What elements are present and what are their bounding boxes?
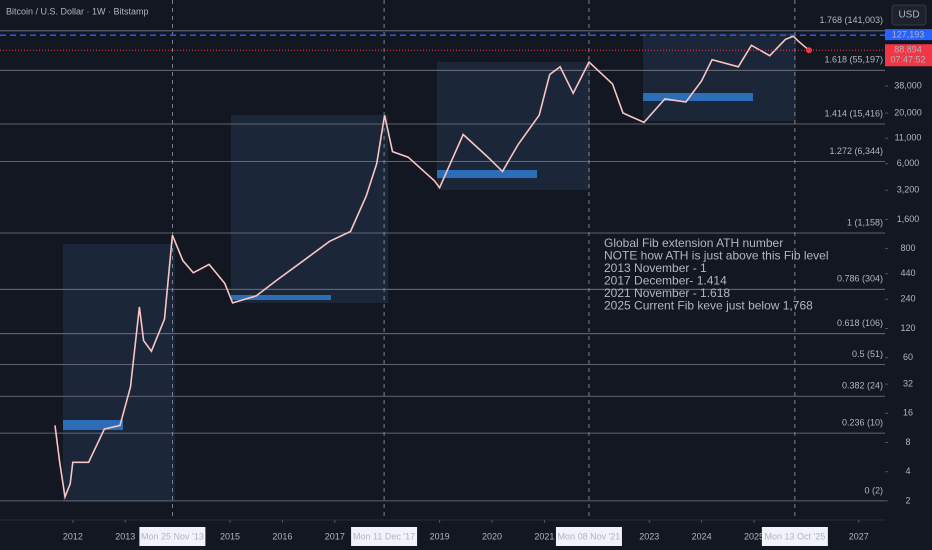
chart-title: Bitcoin / U.S. Dollar · 1W · Bitstamp bbox=[6, 6, 149, 16]
price-axis bbox=[885, 0, 932, 550]
annotation-line: 2021 November - 1.618 bbox=[604, 286, 730, 300]
date-marker-box bbox=[351, 527, 418, 546]
price-countdown: 07:47:52 bbox=[890, 55, 925, 65]
date-marker-box bbox=[761, 527, 828, 546]
y-tick-label: 11,000 bbox=[895, 133, 922, 143]
fib-label: 1.768 (141,003) bbox=[819, 15, 883, 25]
date-marker-label: Mon 08 Nov '21 bbox=[558, 531, 621, 541]
y-tick-label: 440 bbox=[900, 268, 915, 278]
y-tick-label: 800 bbox=[900, 243, 915, 253]
fib-label: 0.5 (51) bbox=[852, 349, 883, 359]
y-tick-label: 2 bbox=[905, 495, 910, 505]
x-tick-label: 2019 bbox=[430, 531, 450, 541]
date-marker-box bbox=[555, 527, 622, 546]
fib-label: 1.618 (55,197) bbox=[824, 55, 883, 65]
range-box bbox=[437, 62, 590, 190]
currency-label[interactable]: USD bbox=[898, 10, 919, 21]
profile-boxes bbox=[63, 33, 796, 502]
y-tick-label: 60 bbox=[903, 352, 913, 362]
price-label: 127,193 bbox=[892, 30, 925, 40]
price-line bbox=[54, 35, 810, 500]
date-marker-label: Mon 25 Nov '13 bbox=[141, 531, 204, 541]
y-tick-label: 8 bbox=[905, 437, 910, 447]
x-tick-label: 2021 bbox=[534, 531, 554, 541]
annotation-line: 2017 December- 1.414 bbox=[604, 274, 727, 288]
x-tick-label: 2017 bbox=[325, 531, 345, 541]
y-tick-label: 3,200 bbox=[897, 185, 920, 195]
x-tick-label: 2025 bbox=[744, 531, 764, 541]
x-tick-label: 2024 bbox=[692, 531, 712, 541]
fib-label: 0.236 (10) bbox=[842, 417, 883, 427]
price-label-box bbox=[885, 29, 932, 41]
profile-poc bbox=[63, 420, 123, 430]
y-tick-label: 32 bbox=[903, 379, 913, 389]
annotation-line: 2025 Current Fib keve just below 1,768 bbox=[604, 299, 813, 313]
fib-label: 0.786 (304) bbox=[837, 274, 883, 284]
currency-button[interactable] bbox=[891, 4, 927, 26]
price-label-box bbox=[885, 44, 932, 67]
x-tick-label: 2016 bbox=[272, 531, 292, 541]
profile-poc bbox=[643, 93, 753, 101]
x-tick-label: 2013 bbox=[115, 531, 135, 541]
y-tick-label: 16 bbox=[903, 408, 913, 418]
x-tick-label: 2012 bbox=[63, 531, 83, 541]
last-price-dot bbox=[806, 47, 813, 54]
date-marker-label: Mon 13 Oct '25 bbox=[765, 531, 826, 541]
profile-poc bbox=[437, 170, 537, 178]
annotation-line: NOTE how ATH is just above this Fib leve… bbox=[604, 249, 829, 263]
range-box bbox=[643, 33, 796, 121]
x-tick-label: 2020 bbox=[482, 531, 502, 541]
x-tick-label: 2015 bbox=[220, 531, 240, 541]
x-tick-label: 2027 bbox=[849, 531, 869, 541]
price-label: 88,894 bbox=[894, 45, 922, 55]
y-tick-label: 240 bbox=[900, 294, 915, 304]
y-tick-label: 20,000 bbox=[894, 107, 922, 117]
fib-label: 1 (1,158) bbox=[847, 217, 883, 227]
range-box bbox=[63, 244, 175, 502]
x-tick-label: 2023 bbox=[639, 531, 659, 541]
y-tick-label: 1,600 bbox=[897, 214, 920, 224]
annotation-line: 2013 November - 1 bbox=[604, 261, 707, 275]
profile-poc bbox=[231, 295, 331, 300]
y-tick-label: 120 bbox=[900, 323, 915, 333]
date-marker-box bbox=[139, 527, 206, 546]
range-box bbox=[231, 115, 388, 303]
fib-label: 0 (2) bbox=[864, 485, 883, 495]
y-tick-label: 6,000 bbox=[897, 158, 920, 168]
fib-label: 1.272 (6,344) bbox=[829, 146, 883, 156]
y-tick-label: 38,000 bbox=[894, 80, 922, 90]
fib-label: 1.414 (15,416) bbox=[824, 108, 883, 118]
annotation-line: Global Fib extension ATH number bbox=[604, 236, 783, 250]
fib-label: 0.618 (106) bbox=[837, 318, 883, 328]
date-marker-label: Mon 11 Dec '17 bbox=[353, 531, 415, 541]
fib-label: 0.382 (24) bbox=[842, 381, 883, 391]
y-tick-label: 4 bbox=[905, 466, 910, 476]
